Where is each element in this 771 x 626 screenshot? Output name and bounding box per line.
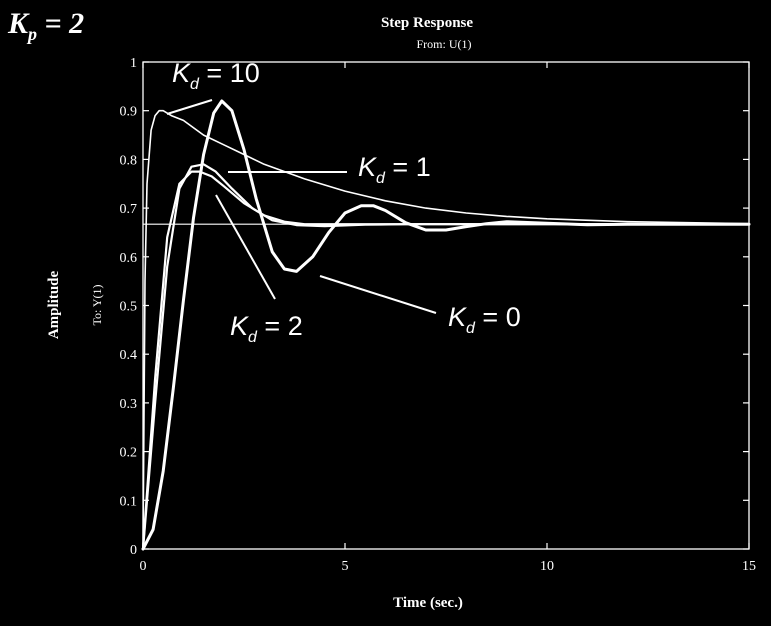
series-line-kd-10: [142, 109, 750, 550]
x-tick-label: 0: [140, 559, 147, 574]
y-tick-label: 0.8: [120, 153, 138, 168]
y-axis-secondary-label: To: Y(1): [90, 284, 104, 325]
label-kd-10: Kd = 10: [172, 58, 260, 93]
annotations: Kd = 10 Kd = 1 Kd = 2 Kd = 0: [166, 58, 521, 346]
chart-title: Step Response: [381, 15, 473, 31]
y-tick-label: 0.7: [120, 202, 138, 217]
y-axis-label: Amplitude: [46, 270, 62, 339]
pointer-kd-2: [215, 194, 276, 300]
series-line-kd-0: [141, 99, 751, 551]
y-tick-label: 0.2: [120, 446, 138, 461]
chart-subtitle: From: U(1): [417, 37, 472, 51]
corner-gain-label: Kp = 2: [7, 7, 84, 44]
label-kd-0: Kd = 0: [448, 302, 521, 337]
label-kd-1: Kd = 1: [358, 152, 431, 187]
y-tick-label: 0.9: [120, 105, 138, 120]
x-tick-label: 5: [342, 559, 349, 574]
x-tick-label: 15: [742, 559, 756, 574]
pointer-kd-10: [166, 99, 213, 115]
y-tick-label: 0.5: [120, 300, 138, 315]
y-tick-label: 0.3: [120, 397, 138, 412]
x-tick-label: 10: [540, 559, 554, 574]
pointer-kd-0: [319, 275, 437, 314]
y-tick-label: 0.4: [120, 348, 138, 363]
response-curves: [141, 99, 751, 551]
y-tick-label: 0: [130, 543, 137, 558]
y-tick-label: 0.1: [120, 494, 138, 509]
label-kd-2: Kd = 2: [230, 311, 303, 346]
y-tick-label: 1: [130, 56, 137, 71]
y-tick-label: 0.6: [120, 251, 138, 266]
axis-ticks: 00.10.20.30.40.50.60.70.80.910 5 10 15: [120, 56, 757, 574]
x-axis-label: Time (sec.): [393, 595, 463, 611]
